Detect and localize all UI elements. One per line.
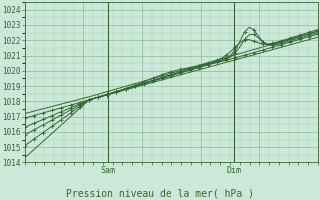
Text: Dim: Dim [227, 166, 242, 175]
Text: Pression niveau de la mer( hPa ): Pression niveau de la mer( hPa ) [66, 188, 254, 198]
Text: Sam: Sam [101, 166, 116, 175]
